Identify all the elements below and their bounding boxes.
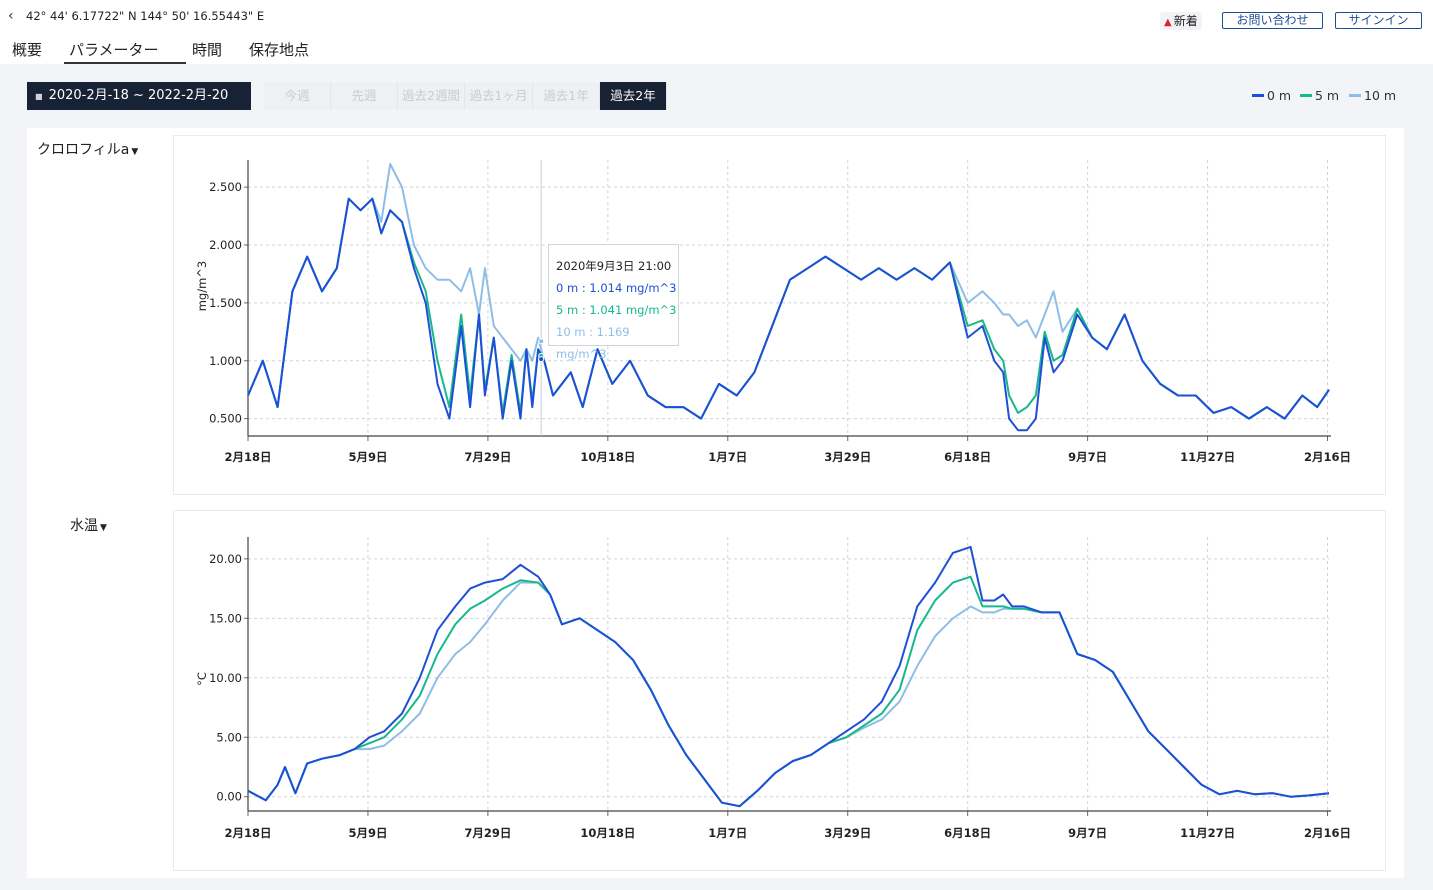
contact-button[interactable]: お問い合わせ <box>1222 12 1323 29</box>
caret-down-icon: ▼ <box>131 147 139 157</box>
water-temp-chart[interactable]: 2月18日 5月9日 7月29日 10月18日 1月7日 3月29日 6月18日 9月7日 11… <box>174 511 1385 870</box>
series-line-10m[interactable] <box>247 581 1330 808</box>
range-this-week[interactable]: 今週 <box>264 82 331 110</box>
tab-overview[interactable]: 概要 <box>12 41 43 59</box>
x-tick-label: 6月18日 <box>944 450 991 464</box>
top-bar: ‹ 42° 44' 6.17722" N 144° 50' 16.55443" … <box>0 0 1433 36</box>
x-tick-label: 2月18日 <box>224 826 271 840</box>
x-tick-label: 2月16日 <box>1304 826 1351 840</box>
x-tick-label: 1月7日 <box>708 450 747 464</box>
legend-item-10m[interactable]: 10 m <box>1349 88 1396 103</box>
x-tick-label: 11月27日 <box>1180 826 1235 840</box>
x-tick-label: 5月9日 <box>348 826 387 840</box>
news-label: 新着 <box>1173 14 1198 28</box>
hover-marker <box>538 356 545 363</box>
series-line-0m[interactable] <box>247 545 1330 808</box>
chevron-left-icon[interactable]: ‹ <box>8 8 14 24</box>
signin-button[interactable]: サインイン <box>1335 12 1422 29</box>
y-axis-label: °C <box>195 672 209 686</box>
x-tick-label: 2月18日 <box>224 450 271 464</box>
chart-tooltip: 2020年9月3日 21:00 0 m : 1.014 mg/m^3 5 m :… <box>548 244 679 361</box>
param-select-label: 水温 <box>70 518 98 534</box>
date-range-picker[interactable]: ■ 2020-2月-18 ~ 2022-2月-20 <box>27 82 251 110</box>
legend-item-5m[interactable]: 5 m <box>1300 88 1339 103</box>
x-tick-label: 10月18日 <box>580 826 635 840</box>
news-button[interactable]: ▲ 新着 <box>1160 12 1202 30</box>
legend-item-0m[interactable]: 0 m <box>1252 88 1291 103</box>
x-tick-label: 6月18日 <box>944 826 991 840</box>
main-tabs: 概要 パラメーター 時間 保存地点 <box>0 36 1433 64</box>
series-line-0m[interactable] <box>247 197 1330 432</box>
caret-down-icon: ▼ <box>100 523 107 533</box>
x-tick-label: 11月27日 <box>1180 450 1235 464</box>
y-tick-label: 2.000 <box>209 238 242 252</box>
param-select-water-temp[interactable]: 水温 ▼ <box>70 515 107 535</box>
chlorophyll-chart[interactable]: 2月18日 5月9日 7月29日 10月18日 1月7日 3月29日 6月18日 9月7日 11… <box>174 136 1385 494</box>
series-line-10m[interactable] <box>247 163 1330 420</box>
series-line-5m[interactable] <box>247 575 1330 808</box>
x-tick-label: 10月18日 <box>580 450 635 464</box>
x-tick-label: 7月29日 <box>464 450 511 464</box>
coordinates-title: 42° 44' 6.17722" N 144° 50' 16.55443" E <box>26 9 265 23</box>
legend-swatch <box>1349 94 1361 97</box>
range-last-week[interactable]: 先週 <box>331 82 398 110</box>
calendar-icon: ■ <box>35 92 43 101</box>
bell-icon: ▲ <box>1164 17 1172 28</box>
tab-parameters[interactable]: パラメーター <box>64 39 186 64</box>
legend-label: 0 m <box>1267 88 1292 103</box>
date-range-text: 2020-2月-18 ~ 2022-2月-20 <box>48 88 229 103</box>
range-last-month[interactable]: 過去1ヶ月 <box>465 82 533 110</box>
legend-swatch <box>1252 94 1264 97</box>
legend-swatch <box>1300 94 1312 97</box>
chlorophyll-chart-box: 2月18日 5月9日 7月29日 10月18日 1月7日 3月29日 6月18日 9月7日 11… <box>173 135 1386 495</box>
y-tick-label: 10.00 <box>209 671 242 685</box>
y-tick-label: 20.00 <box>209 552 242 566</box>
param-select-chlorophyll[interactable]: クロロフィルa ▼ <box>37 139 138 159</box>
x-tick-label: 3月29日 <box>824 450 871 464</box>
x-tick-label: 9月7日 <box>1068 826 1107 840</box>
x-tick-label: 9月7日 <box>1068 450 1107 464</box>
y-tick-label: 2.500 <box>209 180 242 194</box>
y-tick-label: 1.500 <box>209 296 242 310</box>
legend-label: 10 m <box>1364 88 1397 103</box>
y-tick-label: 1.000 <box>209 354 242 368</box>
y-tick-label: 0.00 <box>216 790 242 804</box>
param-select-label: クロロフィルa <box>37 142 130 158</box>
tooltip-row-5m: 5 m : 1.041 mg/m^3 <box>556 303 677 317</box>
y-tick-label: 0.500 <box>209 412 242 426</box>
x-tick-label: 2月16日 <box>1304 450 1351 464</box>
range-last-year[interactable]: 過去1年 <box>533 82 600 110</box>
x-tick-label: 5月9日 <box>348 450 387 464</box>
tooltip-row-10m: 10 m : 1.169 mg/m^3 <box>556 325 630 361</box>
x-tick-label: 1月7日 <box>708 826 747 840</box>
y-tick-label: 5.00 <box>216 730 242 744</box>
range-last-2-years[interactable]: 過去2年 <box>600 82 667 110</box>
x-tick-label: 3月29日 <box>824 826 871 840</box>
y-tick-label: 15.00 <box>209 611 242 625</box>
y-axis-label: mg/m^3 <box>195 261 209 312</box>
tooltip-row-0m: 0 m : 1.014 mg/m^3 <box>556 281 677 295</box>
tab-saved-locations[interactable]: 保存地点 <box>249 41 310 59</box>
tooltip-title: 2020年9月3日 21:00 <box>556 259 672 273</box>
legend-label: 5 m <box>1315 88 1340 103</box>
hover-marker <box>538 338 545 345</box>
water-temp-chart-box: 2月18日 5月9日 7月29日 10月18日 1月7日 3月29日 6月18日 9月7日 11… <box>173 510 1386 871</box>
x-tick-label: 7月29日 <box>464 826 511 840</box>
range-last-2-weeks[interactable]: 過去2週間 <box>398 82 465 110</box>
tab-time[interactable]: 時間 <box>192 41 223 59</box>
